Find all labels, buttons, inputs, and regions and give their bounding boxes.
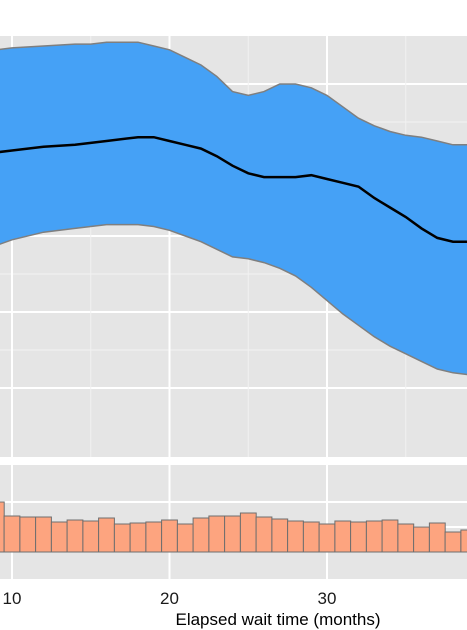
histogram-bar — [3, 515, 21, 553]
histogram-bar — [224, 515, 241, 553]
x-axis-title: Elapsed wait time (months) — [175, 610, 380, 629]
histogram-bar — [208, 515, 226, 553]
histogram-panel — [0, 465, 467, 579]
histogram-bar — [66, 519, 84, 553]
histogram-bar — [113, 523, 131, 553]
histogram-bar — [255, 516, 273, 553]
histogram-bar — [82, 520, 100, 553]
histogram-bar — [239, 512, 257, 553]
histogram-bar — [302, 521, 320, 553]
histogram-bar — [287, 520, 304, 553]
estimate-panel — [0, 36, 467, 457]
histogram-bar — [413, 526, 430, 553]
histogram-bar — [397, 523, 415, 553]
histogram-bar — [192, 517, 210, 553]
mean-estimate-line — [0, 135, 467, 243]
x-tick-label: 20 — [160, 589, 179, 608]
histogram-bar — [381, 519, 399, 553]
histogram-bar — [428, 522, 446, 553]
histogram-bar — [0, 501, 5, 553]
histogram-bars — [0, 501, 467, 553]
histogram-bar — [50, 521, 68, 553]
histogram-bar — [145, 521, 163, 553]
histogram-bar — [176, 523, 194, 553]
histogram-bar — [444, 531, 462, 553]
x-tick-label: 10 — [3, 589, 22, 608]
x-axis-tick-labels: 10 20 30 — [3, 589, 337, 608]
histogram-bar — [350, 521, 367, 553]
histogram-bar — [318, 523, 336, 553]
histogram-bar — [129, 522, 147, 553]
histogram-bar — [19, 516, 37, 553]
histogram-bar — [35, 516, 52, 553]
histogram-bar — [334, 520, 352, 553]
histogram-bar — [365, 520, 383, 553]
x-tick-label: 30 — [318, 589, 337, 608]
histogram-bar — [271, 518, 289, 553]
histogram-bar — [161, 519, 178, 553]
histogram-bar — [460, 529, 467, 553]
histogram-bar — [98, 517, 115, 553]
confidence-band — [0, 41, 467, 376]
